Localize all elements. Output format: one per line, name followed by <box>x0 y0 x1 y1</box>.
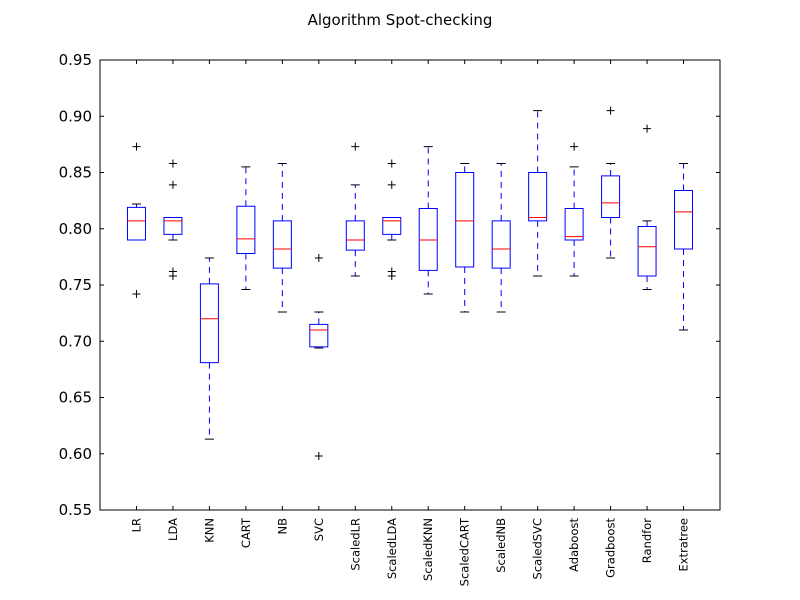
y-tick-label: 0.60 <box>59 445 92 463</box>
flier-marker <box>132 142 141 151</box>
x-category-label: Randfor <box>640 518 654 563</box>
y-tick-label: 0.80 <box>59 220 92 238</box>
box-iqr <box>272 220 292 269</box>
box-iqr <box>199 283 219 364</box>
box-iqr <box>163 217 183 235</box>
box-iqr <box>126 206 146 241</box>
x-category-label: ScaledKNN <box>421 518 435 581</box>
flier-marker <box>168 267 177 276</box>
axes-frame <box>99 59 721 511</box>
flier-marker <box>132 290 141 298</box>
plot-area: 0.55 0.60 0.65 0.70 0.75 0.80 0.85 0.90 0.95 LR LD… <box>59 51 720 586</box>
box-iqr <box>637 226 657 277</box>
x-category-label: LDA <box>166 518 180 541</box>
box-iqr <box>382 217 402 235</box>
flier-marker <box>314 254 323 262</box>
flier-marker <box>168 159 177 168</box>
box-iqr <box>236 205 256 254</box>
y-tick-label: 0.75 <box>59 276 92 294</box>
y-tick-label: 0.85 <box>59 164 92 182</box>
y-tick-label: 0.70 <box>59 332 92 350</box>
y-tick-label: 0.95 <box>59 51 92 69</box>
flier-marker <box>168 180 177 189</box>
flier-marker <box>387 180 396 189</box>
x-category-label: SVC <box>312 518 326 541</box>
flier-marker <box>643 124 652 133</box>
box-iqr <box>674 190 694 250</box>
y-tick-label: 0.55 <box>59 501 92 519</box>
flier-marker <box>387 267 396 276</box>
flier-marker <box>314 452 323 460</box>
x-category-label: ScaledLR <box>348 518 362 571</box>
x-category-label: ScaledNB <box>494 518 508 573</box>
flier-marker <box>570 142 579 151</box>
x-category-label: LR <box>129 518 143 532</box>
x-category-label: CART <box>239 517 253 548</box>
box-iqr <box>564 208 584 241</box>
x-category-label: ScaledSVC <box>531 518 545 579</box>
x-category-label: NB <box>275 518 289 535</box>
y-tick-label: 0.65 <box>59 389 92 407</box>
flier-marker <box>351 142 360 151</box>
x-category-label: Adaboost <box>567 518 581 572</box>
x-category-label: Gradboost <box>604 518 618 578</box>
flier-marker <box>606 106 615 115</box>
x-category-label: KNN <box>202 518 216 543</box>
box-iqr <box>345 220 365 251</box>
flier-marker <box>387 159 396 168</box>
box-iqr <box>309 323 329 348</box>
box-iqr <box>418 208 438 271</box>
box-iqr <box>491 220 511 269</box>
x-category-label: ScaledCART <box>458 517 472 586</box>
y-tick-label: 0.90 <box>59 107 92 125</box>
chart-title: Algorithm Spot-checking <box>308 11 493 29</box>
x-category-label: Extratree <box>677 518 691 572</box>
x-category-label: ScaledLDA <box>385 518 399 579</box>
box-iqr <box>455 172 475 268</box>
box-iqr <box>601 175 621 218</box>
box-iqr <box>528 172 548 222</box>
